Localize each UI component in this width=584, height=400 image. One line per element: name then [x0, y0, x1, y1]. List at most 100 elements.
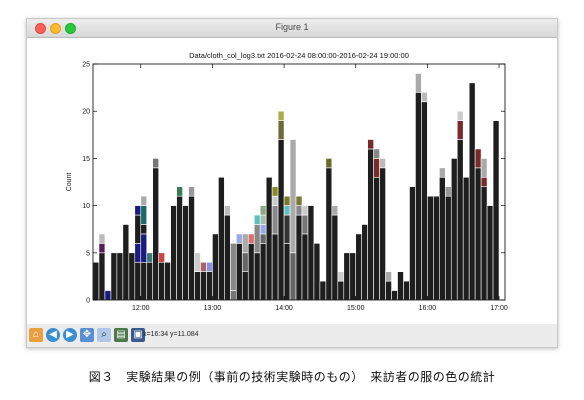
bar-segment: [397, 271, 404, 301]
zoom-icon[interactable]: ⌕: [97, 328, 111, 342]
bar-segment: [271, 205, 279, 235]
maximize-button[interactable]: [65, 23, 76, 34]
bar-segment: [456, 120, 464, 140]
bar-segment: [116, 252, 124, 301]
bar-segment: [259, 224, 267, 235]
y-tick-label: 25: [82, 62, 90, 69]
bar-segment: [283, 243, 291, 301]
x-tick-label: 15:00: [347, 305, 365, 312]
bar-segment: [468, 82, 476, 301]
bar-segment: [194, 252, 201, 272]
bar-segment: [158, 252, 165, 263]
bar-segment: [277, 110, 285, 121]
figure-canvas: Data/cloth_col_log3.txt 2016-02-24 08:00…: [27, 38, 557, 324]
bar-segment: [140, 233, 148, 263]
bar-segment: [188, 195, 195, 301]
bar-segment: [444, 186, 452, 197]
y-tick-label: 5: [86, 250, 90, 257]
back-icon[interactable]: ◀: [46, 328, 60, 342]
bar-segment: [230, 243, 237, 291]
home-icon[interactable]: ⌂: [29, 328, 43, 342]
bar-segment: [152, 167, 159, 301]
bar-segment: [313, 243, 321, 301]
bar-segment: [152, 158, 159, 169]
bar-segment: [319, 280, 327, 301]
close-button[interactable]: [35, 23, 46, 34]
bar-segment: [110, 252, 118, 301]
bar-segment: [439, 176, 446, 301]
x-tick-label: 16:00: [419, 305, 437, 312]
forward-icon[interactable]: ▶: [63, 328, 77, 342]
bar-segment: [301, 214, 309, 235]
figure-window: Figure 1 Data/cloth_col_log3.txt 2016-02…: [26, 18, 558, 348]
bar-segment: [134, 243, 142, 263]
bar-segment: [325, 158, 333, 169]
bar-segment: [433, 195, 440, 301]
bar-segment: [146, 261, 154, 301]
bar-segment: [492, 120, 500, 301]
bar-segment: [206, 271, 213, 301]
bar-segment: [259, 214, 267, 225]
bar-segment: [307, 205, 315, 301]
bar-segment: [277, 139, 285, 301]
bar-segment: [247, 233, 255, 244]
bar-segment: [474, 167, 482, 301]
bar-segment: [295, 205, 303, 216]
bar-segment: [301, 233, 309, 301]
window-title: Figure 1: [275, 22, 309, 32]
bar-segment: [176, 195, 183, 301]
bar-segment: [486, 205, 494, 301]
bar-segment: [337, 280, 345, 301]
bar-segment: [140, 224, 148, 235]
bar-segment: [480, 186, 488, 301]
bar-segment: [134, 214, 142, 244]
bar-segment: [98, 233, 106, 244]
bar-segment: [415, 73, 422, 93]
bar-segment: [283, 195, 291, 206]
bar-segment: [403, 280, 410, 301]
bar-segment: [140, 205, 148, 225]
minimize-button[interactable]: [50, 23, 61, 34]
bar-segment: [259, 233, 267, 244]
bar-segment: [241, 233, 249, 254]
bar-segment: [224, 205, 231, 216]
save-icon[interactable]: ▣: [131, 328, 145, 342]
bar-segment: [176, 186, 183, 197]
bar-segment: [421, 101, 428, 301]
bar-segment: [373, 176, 380, 301]
bar-segment: [140, 195, 148, 206]
bar-segment: [331, 205, 339, 216]
bar-segment: [367, 148, 374, 301]
bar-segment: [271, 186, 279, 197]
x-tick-label: 17:00: [490, 305, 508, 312]
bar-segment: [421, 92, 428, 103]
bar-segment: [247, 243, 255, 301]
bar-segment: [439, 167, 446, 178]
bar-segment: [295, 195, 303, 206]
bar-segment: [230, 290, 237, 301]
bar-segment: [409, 186, 416, 301]
bar-segment: [391, 290, 398, 301]
bar-segment: [122, 224, 130, 301]
bar-segment: [480, 176, 488, 188]
configure-icon[interactable]: ▤: [114, 328, 128, 342]
bar-segment: [379, 167, 386, 301]
bar-segment: [146, 252, 154, 263]
plot-frame: [92, 63, 506, 301]
bar-segment: [253, 252, 261, 301]
bar-segment: [301, 205, 309, 216]
bar-segment: [194, 271, 201, 301]
bar-segment: [295, 214, 303, 301]
navigation-toolbar: ⌂ ◀ ▶ ✥ ⌕ ▤ ▣ x=16:34 y=11.084: [27, 325, 557, 347]
bar-segment: [385, 280, 392, 301]
pan-icon[interactable]: ✥: [80, 328, 94, 342]
bar-segment: [182, 205, 189, 301]
bar-segment: [474, 148, 482, 169]
bar-segment: [104, 290, 112, 301]
title-bar: Figure 1: [27, 19, 557, 38]
bar-segment: [325, 167, 333, 301]
bar-segment: [128, 252, 136, 301]
bar-segment: [140, 261, 148, 301]
bar-segment: [158, 261, 165, 301]
bar-segment: [271, 195, 279, 206]
